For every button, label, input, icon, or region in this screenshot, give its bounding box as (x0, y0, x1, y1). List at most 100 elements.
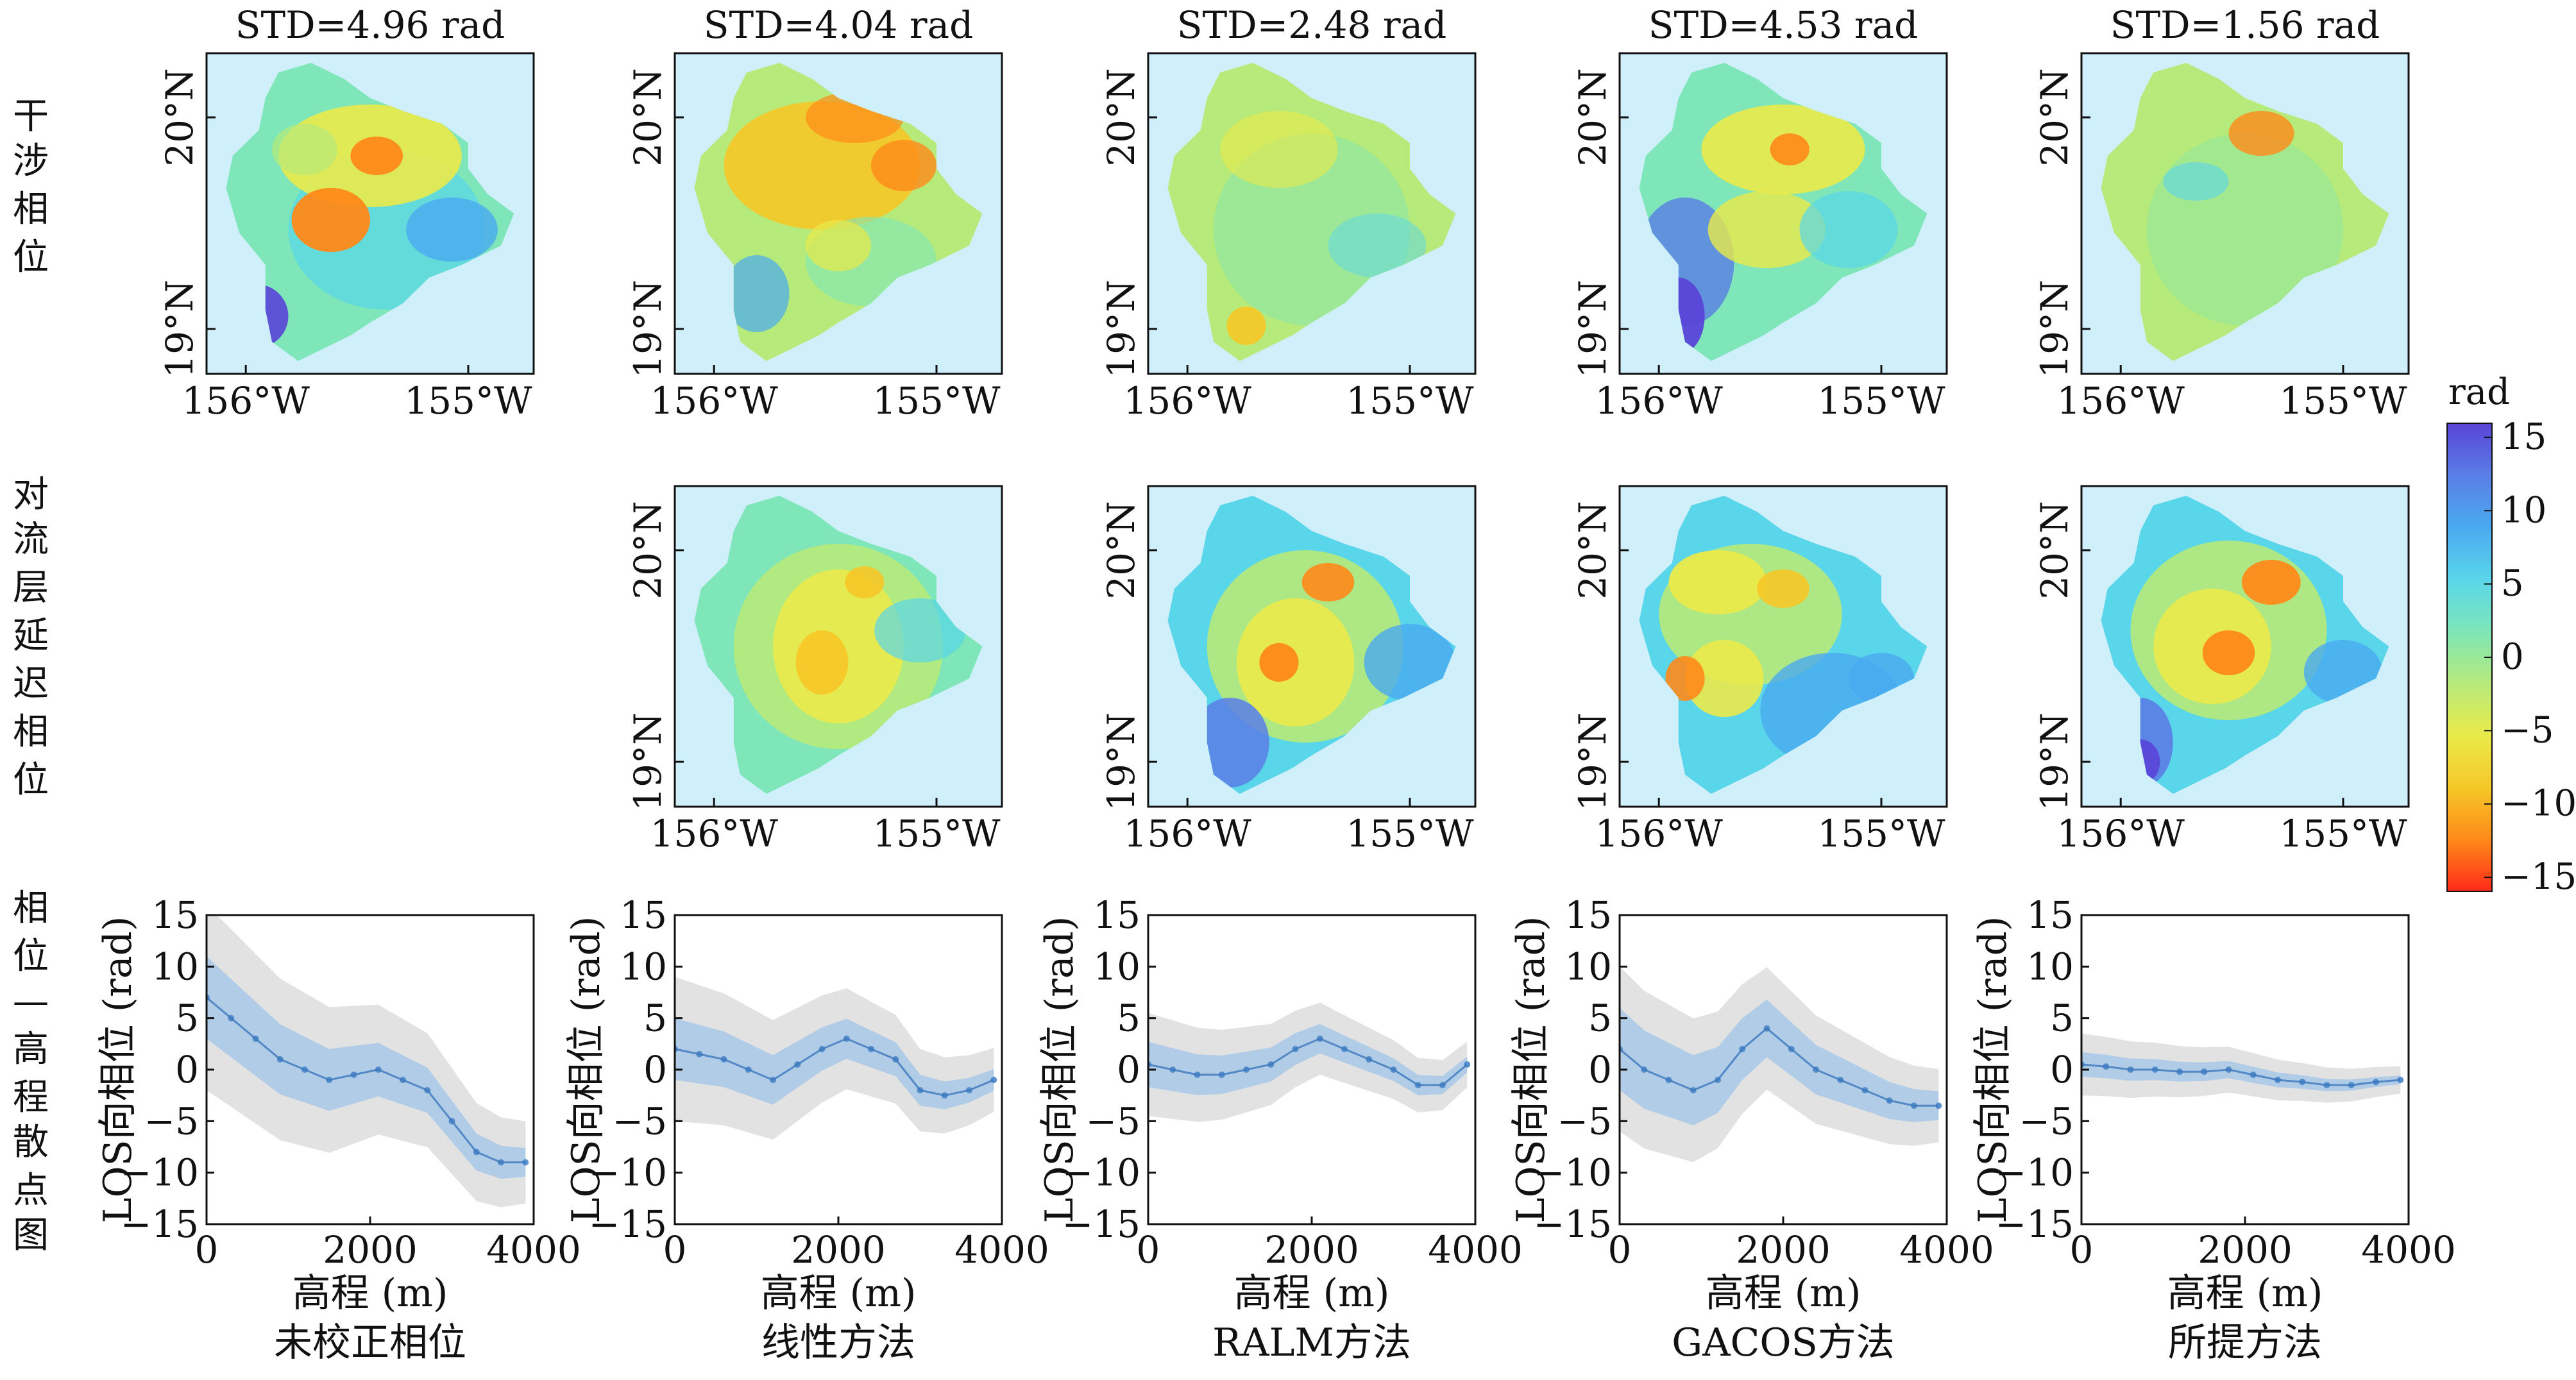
std-title: STD=4.04 rad (704, 3, 974, 47)
y-tick-label: −15 (121, 1202, 199, 1246)
map-panel-r1-c4: 156°W 155°W 20°N 19°N (2033, 485, 2410, 855)
map-panel-r0-c4: 156°W 155°W 20°N 19°N STD=1.56 rad (2033, 3, 2410, 423)
method-label: 线性方法 (761, 1320, 915, 1365)
row-label-char-2-7: 图 (13, 1215, 49, 1256)
y-tick-label: −5 (144, 1099, 199, 1143)
lat-tick-label: 20°N (1099, 501, 1143, 600)
phase-blob (1665, 656, 1705, 701)
series-trend (1620, 1027, 1939, 1107)
scatter-panel-1: 0 2000 4000 15 10 5 0 −5 −10 −15 高程 (m) LOS向相位 (rad… (564, 893, 1049, 1365)
y-tick-label: 10 (1093, 945, 1140, 988)
lon-tick-label: 155°W (2279, 812, 2407, 855)
phase-field (2147, 111, 2343, 326)
phase-blob (1668, 550, 1767, 614)
std-title: STD=2.48 rad (1177, 3, 1447, 47)
std-title: STD=4.96 rad (235, 3, 505, 47)
row-label-char-2-1: 位 (13, 936, 49, 977)
series-trend (207, 997, 526, 1164)
y-tick-label: −15 (1534, 1202, 1612, 1246)
y-tick-label: −10 (589, 1151, 667, 1195)
phase-blob (806, 220, 871, 271)
lat-tick-label: 20°N (2033, 68, 2076, 167)
map-panel-r1-c2: 156°W 155°W 20°N 19°N (1099, 485, 1477, 855)
y-tick-label: 5 (2050, 997, 2074, 1040)
colorbar-unit: rad (2448, 371, 2510, 413)
map-frame (1147, 485, 1477, 808)
phase-field (724, 92, 936, 332)
y-tick-label: −10 (1996, 1151, 2074, 1195)
map-panel-r1-c1: 156°W 155°W 20°N 19°N (626, 485, 1003, 855)
phase-blob (1799, 191, 1898, 269)
lat-tick-label: 20°N (626, 501, 670, 600)
lat-tick-label: 19°N (1571, 280, 1614, 378)
lon-tick-label: 155°W (872, 812, 1001, 855)
y-tick-label: −5 (613, 1099, 668, 1143)
island-land (2101, 63, 2389, 361)
series-trend (1148, 1038, 1468, 1086)
lon-tick-label: 156°W (1124, 379, 1252, 423)
lon-tick-label: 155°W (1817, 812, 1945, 855)
scatter-panel-4: 0 2000 4000 15 10 5 0 −5 −10 −15 高程 (m) LOS向相位 (rad… (1970, 893, 2456, 1365)
map-frame (2080, 485, 2410, 808)
y-tick-label: 15 (1564, 893, 1612, 937)
y-tick-label: −5 (2019, 1099, 2074, 1143)
map-frame (674, 52, 1003, 375)
lon-tick-label: 156°W (2057, 812, 2185, 855)
row-label-char-1-5: 相 (13, 711, 49, 753)
row-label-char-2-0: 相 (13, 888, 49, 929)
phase-field (1214, 111, 1427, 346)
map-panel-r0-c0: 156°W 155°W 20°N 19°N STD=4.96 rad (158, 3, 535, 423)
y-tick-label: 15 (620, 893, 667, 937)
phase-field (1191, 550, 1456, 787)
x-tick-label: 4000 (2361, 1228, 2456, 1272)
lon-tick-label: 156°W (1595, 812, 1724, 855)
lat-tick-label: 20°N (158, 68, 201, 167)
y-tick-label: 5 (643, 997, 667, 1040)
lon-tick-label: 156°W (182, 379, 310, 423)
phase-blob (724, 255, 790, 332)
row-label-char-2-2: — (13, 980, 49, 1022)
density-core (675, 1018, 994, 1109)
lon-tick-label: 156°W (650, 379, 779, 423)
phase-blob (874, 598, 966, 662)
phase-blob (1259, 643, 1299, 682)
lat-tick-label: 19°N (626, 712, 670, 811)
y-tick-label: −15 (589, 1202, 667, 1246)
x-tick-label: 0 (1608, 1228, 1632, 1272)
row-label-char-1-1: 流 (13, 519, 49, 560)
phase-blob (1707, 190, 1826, 269)
row-label-char-1-4: 迟 (13, 663, 49, 705)
series-trend (2081, 1063, 2401, 1086)
row-label-char-0-3: 位 (13, 237, 49, 278)
std-title: STD=1.56 rad (2110, 3, 2380, 47)
phase-field (733, 544, 966, 750)
series-trend (675, 1038, 994, 1097)
phase-blob (871, 140, 936, 191)
lat-tick-label: 20°N (2033, 501, 2076, 600)
x-tick-label: 0 (1137, 1228, 1160, 1272)
lat-tick-label: 19°N (2033, 280, 2076, 378)
colorbar-tick-label: 10 (2501, 489, 2546, 531)
lat-tick-label: 19°N (1571, 712, 1614, 811)
phase-blob (2228, 111, 2294, 156)
row-label-char-2-3: 高 (13, 1029, 49, 1070)
lat-tick-label: 20°N (1099, 68, 1143, 167)
map-frame (674, 485, 1003, 808)
y-tick-label: 10 (2026, 945, 2074, 988)
y-tick-label: 15 (2026, 893, 2074, 937)
map-panel-r0-c2: 156°W 155°W 20°N 19°N STD=2.48 rad (1099, 3, 1477, 423)
y-tick-label: −10 (1062, 1151, 1140, 1195)
method-label: 未校正相位 (274, 1320, 466, 1365)
y-tick-label: −10 (1534, 1151, 1612, 1195)
lat-tick-label: 19°N (626, 280, 670, 378)
std-title: STD=4.53 rad (1648, 3, 1919, 47)
phase-blob (406, 198, 498, 262)
lon-tick-label: 155°W (872, 379, 1001, 423)
phase-blob (350, 137, 403, 175)
colorbar-tick-label: 0 (2501, 636, 2524, 678)
colorbar-tick-label: −10 (2501, 783, 2576, 825)
x-axis-label: 高程 (m) (1234, 1271, 1390, 1316)
density-core (207, 956, 526, 1179)
scatter-panel-3: 0 2000 4000 15 10 5 0 −5 −10 −15 高程 (m) LOS向相位 (rad… (1509, 893, 1994, 1365)
colorbar-tick-label: −15 (2501, 856, 2576, 898)
